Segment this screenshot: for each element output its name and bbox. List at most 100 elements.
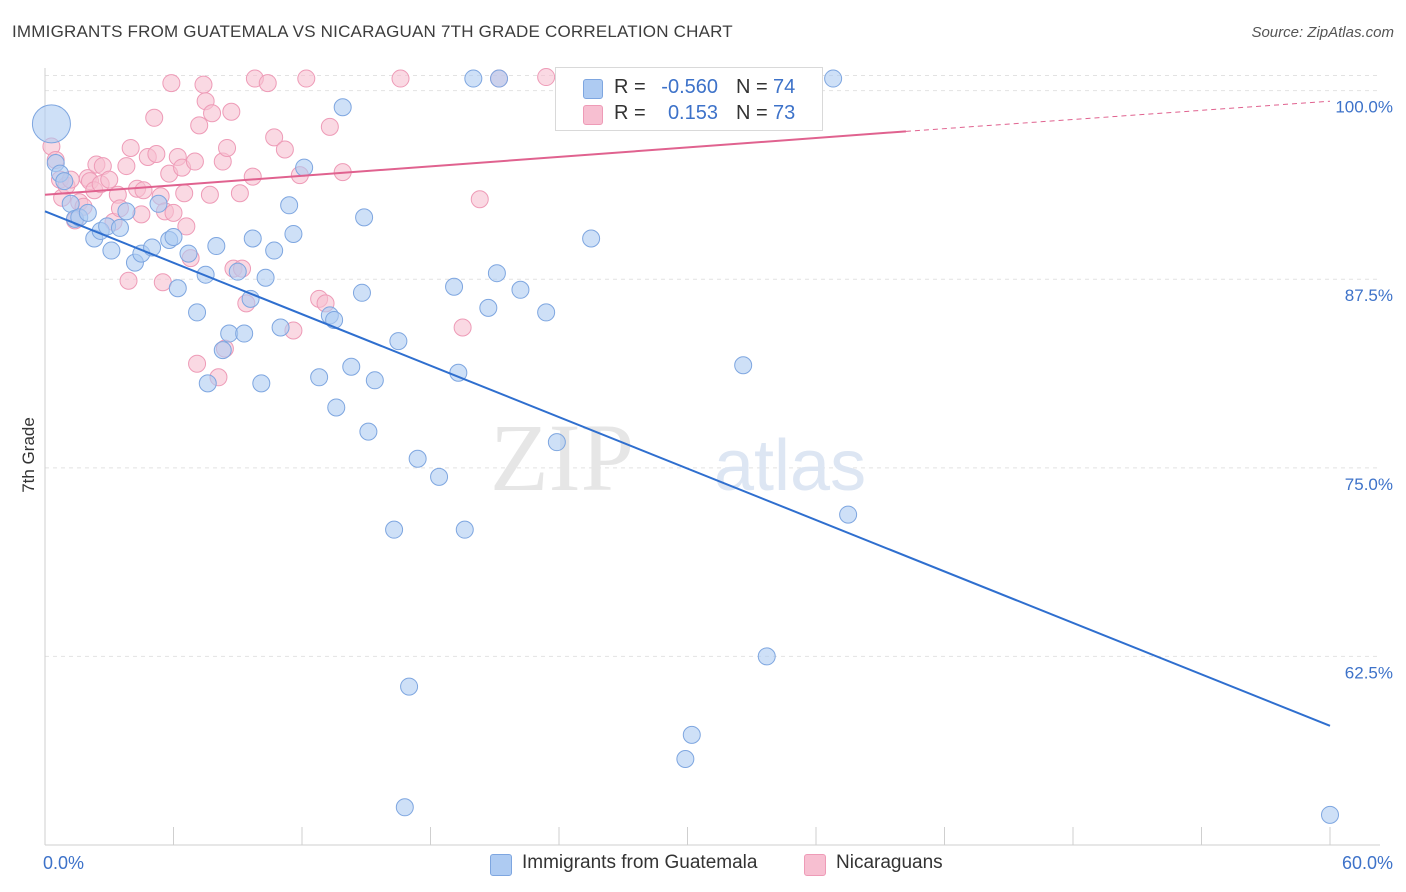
- data-point-guatemala: [310, 368, 329, 387]
- data-point-nicaraguans: [100, 170, 119, 189]
- data-point-guatemala: [55, 172, 74, 191]
- data-point-guatemala: [188, 303, 207, 322]
- data-point-guatemala: [487, 264, 506, 283]
- data-point-nicaraguans: [230, 184, 249, 203]
- data-point-nicaraguans: [121, 138, 140, 157]
- series-guatemala: [31, 69, 1339, 824]
- watermark-zip: ZIP: [490, 404, 634, 511]
- data-point-nicaraguans: [177, 217, 196, 236]
- data-point-guatemala: [102, 241, 121, 260]
- bottom-legend-label-guatemala: Immigrants from Guatemala: [522, 852, 758, 873]
- data-point-nicaraguans: [134, 181, 153, 200]
- data-point-guatemala: [235, 324, 254, 343]
- data-point-guatemala: [213, 341, 232, 360]
- data-point-guatemala: [31, 104, 71, 144]
- data-point-guatemala: [479, 298, 498, 317]
- data-point-guatemala: [511, 280, 530, 299]
- data-point-nicaraguans: [117, 157, 136, 176]
- data-point-nicaraguans: [132, 205, 151, 224]
- data-point-guatemala: [327, 398, 346, 417]
- data-point-guatemala: [464, 69, 483, 88]
- watermark: ZIP atlas: [490, 404, 866, 511]
- data-point-nicaraguans: [258, 74, 277, 93]
- data-point-guatemala: [220, 324, 239, 343]
- data-point-guatemala: [325, 310, 344, 329]
- y-tick-label: 75.0%: [1345, 475, 1393, 494]
- data-point-nicaraguans: [175, 184, 194, 203]
- y-tick-label: 100.0%: [1335, 98, 1393, 117]
- chart-title: IMMIGRANTS FROM GUATEMALA VS NICARAGUAN …: [12, 22, 733, 41]
- data-point-nicaraguans: [119, 271, 138, 290]
- data-point-guatemala: [734, 356, 753, 375]
- data-point-nicaraguans: [243, 167, 262, 186]
- legend-row-guatemala: R = -0.560 N = 74: [556, 75, 822, 101]
- legend-n-label: N =: [736, 76, 768, 98]
- data-point-guatemala: [676, 750, 695, 769]
- trend-line-nicaraguans: [44, 130, 907, 196]
- data-point-guatemala: [389, 332, 408, 351]
- data-point-guatemala: [243, 229, 262, 248]
- y-axis-label: 7th Grade: [19, 417, 38, 493]
- data-point-guatemala: [164, 227, 183, 246]
- bottom-legend-swatch-pink: [804, 854, 826, 876]
- data-point-nicaraguans: [265, 128, 284, 147]
- data-point-nicaraguans: [188, 354, 207, 373]
- data-point-nicaraguans: [470, 190, 489, 209]
- data-point-guatemala: [149, 194, 168, 213]
- data-point-guatemala: [252, 374, 271, 393]
- data-point-nicaraguans: [297, 69, 316, 88]
- data-point-guatemala: [490, 69, 509, 88]
- data-point-guatemala: [395, 798, 414, 817]
- data-point-nicaraguans: [320, 117, 339, 136]
- legend-swatch-blue: [583, 79, 603, 99]
- data-point-guatemala: [400, 677, 419, 696]
- legend-n-value: 74: [773, 76, 796, 98]
- data-point-guatemala: [110, 218, 129, 237]
- data-point-guatemala: [455, 520, 474, 539]
- data-point-nicaraguans: [145, 108, 164, 127]
- y-tick-label: 62.5%: [1345, 663, 1393, 682]
- data-point-guatemala: [333, 98, 352, 117]
- data-point-guatemala: [342, 357, 361, 376]
- data-point-guatemala: [271, 318, 290, 337]
- data-point-nicaraguans: [391, 69, 410, 88]
- bottom-legend-label-nicaraguans: Nicaraguans: [836, 852, 943, 873]
- data-point-guatemala: [582, 229, 601, 248]
- legend-n-value: 73: [773, 102, 796, 124]
- data-point-nicaraguans: [218, 138, 237, 157]
- data-point-guatemala: [78, 203, 97, 222]
- data-point-guatemala: [839, 505, 858, 524]
- data-point-guatemala: [824, 69, 843, 88]
- correlation-legend: R = -0.560 N = 74 R = 0.153 N = 73: [555, 67, 823, 131]
- legend-r-label: R =: [614, 102, 646, 124]
- data-point-guatemala: [207, 237, 226, 256]
- legend-row-nicaraguans: R = 0.153 N = 73: [556, 101, 822, 127]
- data-point-guatemala: [408, 449, 427, 468]
- data-point-nicaraguans: [190, 116, 209, 135]
- data-point-guatemala: [179, 244, 198, 263]
- data-point-guatemala: [198, 374, 217, 393]
- data-point-nicaraguans: [203, 104, 222, 123]
- data-point-nicaraguans: [153, 273, 172, 292]
- data-point-guatemala: [295, 158, 314, 177]
- data-point-guatemala: [265, 241, 284, 260]
- data-point-guatemala: [757, 647, 776, 666]
- legend-r-value: 0.153: [667, 102, 718, 124]
- legend-r-value: -0.560: [661, 76, 718, 98]
- data-point-guatemala: [359, 422, 378, 441]
- data-point-nicaraguans: [222, 102, 241, 121]
- tick-labels: 62.5% 75.0% 87.5% 100.0% 0.0% 60.0%: [43, 98, 1393, 873]
- data-point-guatemala: [256, 268, 275, 287]
- data-point-nicaraguans: [147, 144, 166, 163]
- axes: [44, 68, 1380, 846]
- data-point-nicaraguans: [164, 203, 183, 222]
- data-point-guatemala: [1321, 805, 1339, 824]
- data-point-nicaraguans: [275, 140, 294, 159]
- data-point-nicaraguans: [200, 185, 219, 204]
- data-point-nicaraguans: [453, 318, 472, 337]
- legend-swatch-pink: [583, 105, 603, 125]
- x-tick-label: 0.0%: [43, 853, 84, 873]
- data-point-guatemala: [355, 208, 374, 227]
- data-point-guatemala: [430, 467, 449, 486]
